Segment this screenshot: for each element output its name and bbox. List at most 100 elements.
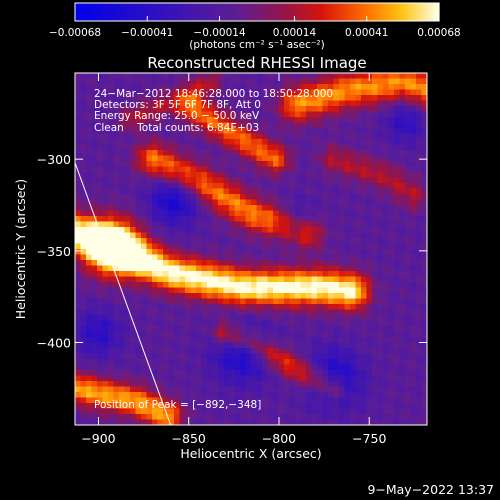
heatmap-cell <box>146 287 153 294</box>
colorbar-cell <box>89 3 92 21</box>
colorbar-cell <box>261 3 264 21</box>
heatmap-cell <box>152 414 158 420</box>
heatmap-cell <box>300 315 307 321</box>
heatmap-cell <box>251 293 257 299</box>
heatmap-cell <box>300 199 307 206</box>
heatmap-cell <box>262 392 268 398</box>
colorbar-cell <box>155 3 158 21</box>
heatmap-cell <box>306 254 312 261</box>
heatmap-cell <box>168 397 175 404</box>
heatmap-cell <box>174 386 180 393</box>
heatmap-cell <box>196 348 202 354</box>
heatmap-cell <box>267 216 274 222</box>
heatmap-cell <box>141 139 147 145</box>
heatmap-cell <box>251 359 257 365</box>
heatmap-cell <box>251 144 257 151</box>
heatmap-cell <box>377 381 384 387</box>
heatmap-cell <box>86 386 92 393</box>
heatmap-cell <box>388 276 395 283</box>
heatmap-cell <box>366 161 373 167</box>
heatmap-cell <box>251 199 257 206</box>
heatmap-cell <box>284 315 290 321</box>
heatmap-cell <box>405 298 411 305</box>
heatmap-cell <box>218 205 224 211</box>
heatmap-cell <box>207 89 213 96</box>
heatmap-cell <box>141 326 147 332</box>
heatmap-cell <box>190 386 197 393</box>
heatmap-cell <box>355 326 362 332</box>
heatmap-cell <box>146 304 153 310</box>
heatmap-cell <box>190 89 197 96</box>
heatmap-cell <box>366 364 373 371</box>
heatmap-cell <box>119 309 125 316</box>
heatmap-cell <box>185 375 191 382</box>
heatmap-cell <box>333 331 340 338</box>
heatmap-cell <box>108 419 114 425</box>
heatmap-cell <box>372 370 378 376</box>
heatmap-cell <box>388 106 395 112</box>
heatmap-cell <box>218 177 224 184</box>
heatmap-cell <box>377 150 384 156</box>
heatmap-cell <box>295 348 301 354</box>
heatmap-cell <box>190 265 197 272</box>
heatmap-cell <box>185 320 191 327</box>
heatmap-cell <box>124 331 131 338</box>
heatmap-cell <box>388 177 395 184</box>
heatmap-cell <box>311 403 318 409</box>
heatmap-cell <box>245 265 252 272</box>
heatmap-cell <box>295 128 301 134</box>
heatmap-cell <box>229 309 235 316</box>
heatmap-cell <box>278 172 285 178</box>
heatmap-cell <box>339 326 345 332</box>
heatmap-cell <box>377 128 384 134</box>
heatmap-cell <box>410 139 417 145</box>
heatmap-cell <box>251 111 257 118</box>
colorbar-tick-label: 0.00041 <box>345 27 388 39</box>
heatmap-cell <box>361 232 367 239</box>
heatmap-cell <box>97 100 103 107</box>
heatmap-cell <box>212 128 219 134</box>
heatmap-cell <box>361 95 367 101</box>
heatmap-cell <box>306 315 312 321</box>
heatmap-cell <box>218 298 224 305</box>
heatmap-cell <box>311 260 318 266</box>
heatmap-cell <box>218 254 224 261</box>
heatmap-cell <box>262 155 268 162</box>
heatmap-cell <box>262 348 268 354</box>
heatmap-cell <box>333 221 340 228</box>
heatmap-cell <box>251 210 257 217</box>
heatmap-cell <box>212 150 219 156</box>
heatmap-cell <box>91 139 98 145</box>
heatmap-cell <box>212 419 219 425</box>
heatmap-cell <box>256 271 263 277</box>
y-tick-label: −400 <box>37 336 71 351</box>
heatmap-cell <box>333 122 340 129</box>
heatmap-cell <box>322 276 329 283</box>
heatmap-cell <box>333 111 340 118</box>
heatmap-cell <box>229 265 235 272</box>
heatmap-cell <box>366 232 373 239</box>
heatmap-cell <box>328 337 334 343</box>
heatmap-cell <box>251 73 257 79</box>
heatmap-cell <box>218 309 224 316</box>
heatmap-cell <box>344 375 351 382</box>
heatmap-cell <box>405 144 411 151</box>
heatmap-cell <box>212 84 219 90</box>
heatmap-cell <box>196 282 202 288</box>
heatmap-cell <box>113 348 120 354</box>
heatmap-cell <box>130 331 136 338</box>
heatmap-cell <box>317 254 323 261</box>
heatmap-cell <box>383 166 389 173</box>
heatmap-cell <box>141 238 147 244</box>
heatmap-cell <box>157 375 164 382</box>
heatmap-cell <box>366 100 373 107</box>
heatmap-cell <box>328 216 334 222</box>
heatmap-cell <box>185 386 191 393</box>
heatmap-cell <box>135 375 142 382</box>
heatmap-cell <box>410 397 417 404</box>
heatmap-cell <box>300 183 307 189</box>
heatmap-cell <box>306 370 312 376</box>
heatmap-cell <box>361 403 367 409</box>
heatmap-cell <box>163 370 169 376</box>
heatmap-cell <box>295 364 301 371</box>
